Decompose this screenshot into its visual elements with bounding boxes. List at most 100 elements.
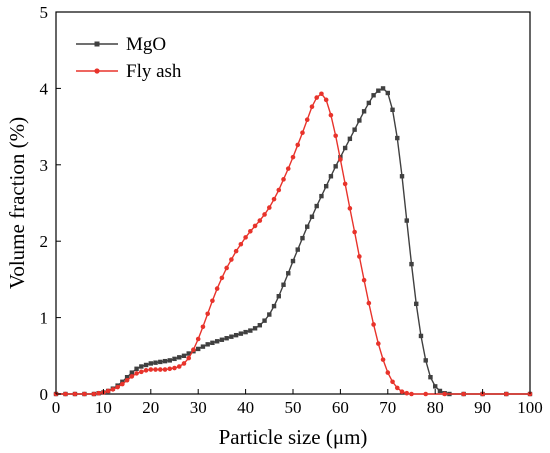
y-tick-label: 0	[40, 385, 49, 404]
data-point-mgo	[385, 90, 390, 96]
x-tick-label: 70	[379, 398, 396, 417]
data-point-fly-ash	[371, 322, 376, 327]
data-point-mgo	[172, 356, 177, 362]
data-point-mgo	[124, 374, 130, 380]
axes-layer: 0 10 20 30 40 50 60 70 80 90 100 0 1 2 3 4 5	[40, 3, 543, 417]
x-tick-label: 30	[190, 398, 207, 417]
data-point-fly-ash	[134, 371, 139, 376]
legend-marker-fly-ash	[94, 68, 100, 74]
x-tick-label: 50	[285, 398, 302, 417]
data-point-fly-ash	[366, 300, 372, 306]
data-point-mgo	[219, 337, 225, 342]
data-point-mgo	[314, 203, 319, 209]
data-point-mgo	[286, 271, 291, 276]
data-point-mgo	[281, 282, 286, 287]
data-point-mgo	[414, 301, 419, 307]
data-point-fly-ash	[442, 391, 447, 397]
data-point-mgo	[139, 364, 144, 369]
data-point-fly-ash	[262, 212, 267, 217]
x-tick-label: 90	[474, 398, 491, 417]
data-point-fly-ash	[319, 91, 324, 97]
data-point-mgo	[347, 136, 353, 142]
data-point-fly-ash	[82, 391, 87, 397]
data-point-mgo	[380, 86, 386, 91]
data-point-mgo	[134, 366, 139, 371]
data-point-fly-ash	[461, 391, 466, 397]
data-point-mgo	[323, 183, 329, 189]
data-point-fly-ash	[390, 379, 395, 385]
data-point-mgo	[129, 370, 135, 375]
data-point-mgo	[428, 374, 433, 380]
data-point-fly-ash	[423, 391, 429, 397]
data-point-fly-ash	[399, 389, 405, 395]
data-point-mgo	[399, 174, 405, 179]
y-tick-label: 1	[40, 309, 49, 328]
data-point-mgo	[229, 334, 234, 339]
data-point-mgo	[371, 93, 376, 98]
data-point-fly-ash	[238, 241, 244, 247]
data-point-mgo	[395, 135, 400, 141]
data-point-fly-ash	[271, 196, 277, 202]
data-point-mgo	[143, 362, 149, 368]
data-point-mgo	[177, 355, 182, 360]
data-point-fly-ash	[210, 298, 215, 304]
data-point-fly-ash	[352, 229, 357, 235]
data-point-fly-ash	[300, 130, 305, 136]
data-point-mgo	[158, 359, 163, 365]
data-point-fly-ash	[139, 369, 144, 375]
data-point-mgo	[423, 358, 428, 363]
data-point-mgo	[309, 214, 315, 219]
data-point-fly-ash	[394, 385, 400, 391]
data-point-fly-ash	[309, 104, 315, 110]
data-point-mgo	[333, 164, 338, 169]
data-point-mgo	[196, 346, 201, 352]
data-point-mgo	[418, 333, 424, 339]
data-point-fly-ash	[357, 254, 362, 259]
y-tick-label: 4	[40, 79, 49, 98]
data-point-fly-ash	[96, 390, 101, 396]
data-point-fly-ash	[243, 235, 248, 240]
y-axis-label: Volume fraction (%)	[5, 117, 29, 289]
data-point-fly-ash	[176, 364, 182, 369]
data-point-mgo	[295, 247, 300, 252]
data-point-fly-ash	[504, 391, 509, 397]
data-point-fly-ash	[129, 374, 135, 379]
data-point-fly-ash	[205, 311, 210, 317]
data-point-fly-ash	[295, 142, 301, 148]
data-point-mgo	[148, 361, 153, 366]
data-point-fly-ash	[110, 387, 116, 392]
data-point-fly-ash	[285, 166, 291, 171]
data-point-mgo	[214, 339, 220, 344]
data-point-mgo	[181, 353, 187, 358]
data-point-fly-ash	[281, 177, 286, 182]
series-layer	[53, 86, 533, 397]
data-point-fly-ash	[252, 223, 258, 229]
data-point-fly-ash	[224, 265, 229, 271]
data-point-mgo	[200, 344, 206, 349]
legend-marker-mgo	[94, 41, 100, 47]
data-point-fly-ash	[338, 157, 343, 162]
data-point-fly-ash	[181, 361, 187, 366]
data-point-mgo	[248, 328, 253, 333]
x-tick-label: 80	[427, 398, 444, 417]
x-tick-label: 40	[237, 398, 254, 417]
legend: MgO Fly ash	[76, 34, 182, 82]
data-point-mgo	[238, 331, 244, 336]
x-axis-label: Particle size (μm)	[219, 425, 368, 449]
data-point-fly-ash	[148, 367, 154, 372]
data-point-mgo	[153, 360, 158, 365]
data-point-fly-ash	[333, 133, 338, 139]
data-point-fly-ash	[219, 275, 225, 281]
data-point-fly-ash	[167, 366, 173, 372]
data-point-mgo	[361, 109, 367, 114]
y-tick-label: 5	[40, 3, 49, 22]
data-point-fly-ash	[304, 117, 310, 123]
data-point-mgo	[409, 261, 414, 267]
x-tick-label: 0	[52, 398, 61, 417]
legend-label-fly-ash: Fly ash	[126, 61, 182, 82]
legend-label-mgo: MgO	[126, 34, 166, 55]
data-point-mgo	[210, 340, 215, 346]
data-point-fly-ash	[157, 367, 163, 372]
data-point-mgo	[352, 127, 357, 132]
data-point-fly-ash	[124, 377, 130, 383]
